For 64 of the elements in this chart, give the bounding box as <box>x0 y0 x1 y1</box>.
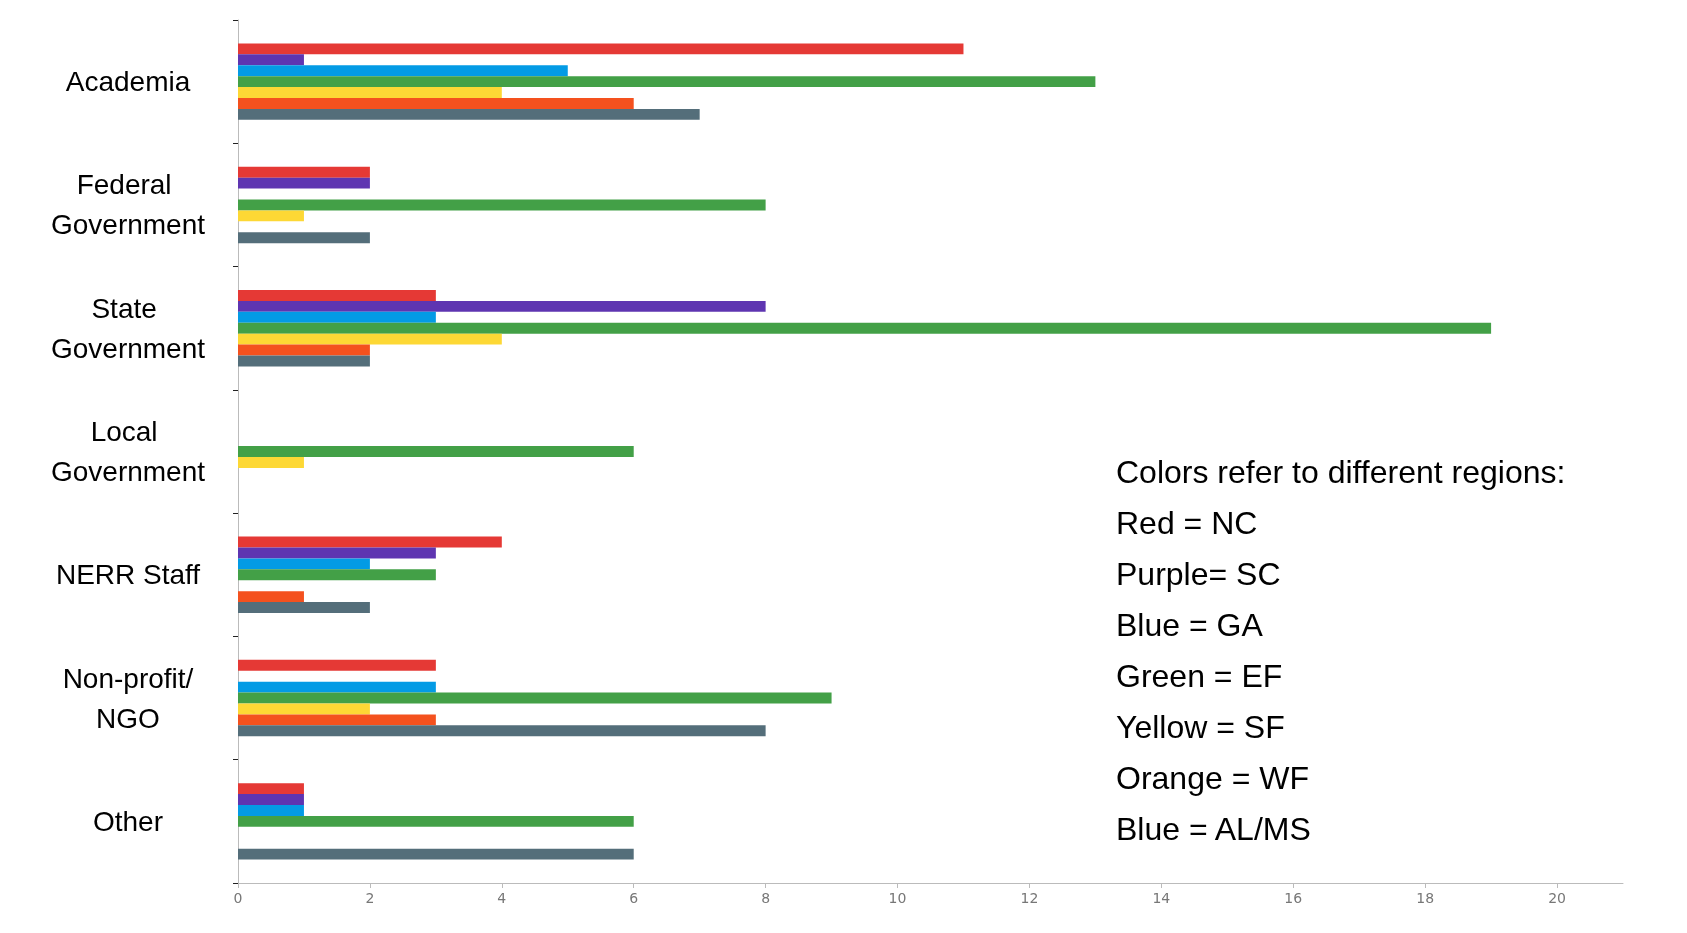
bar <box>238 558 370 570</box>
y-tick-label: Other <box>92 805 164 837</box>
bar <box>238 54 304 66</box>
y-tick-label: Local Government <box>50 416 206 487</box>
bar <box>238 199 766 211</box>
bar <box>238 98 634 109</box>
x-tick-label: 14 <box>1152 890 1171 906</box>
bar <box>238 602 370 613</box>
bar <box>238 166 370 178</box>
x-tick-label: 4 <box>497 890 507 906</box>
bar <box>238 322 1492 334</box>
annotation: Purple= SC <box>1116 556 1281 592</box>
bar <box>238 456 304 468</box>
annotation: Blue = GA <box>1116 607 1264 643</box>
y-tick-label: Federal Government <box>50 169 206 241</box>
y-tick-label: Non-profit/NGO <box>62 662 194 734</box>
bar <box>238 536 502 548</box>
annotation: Orange = WF <box>1116 760 1309 796</box>
bar <box>238 43 964 55</box>
bar <box>238 232 370 244</box>
annotation: Blue = AL/MS <box>1116 811 1311 847</box>
x-tick-label: 10 <box>888 890 907 906</box>
bar <box>238 108 700 120</box>
bar <box>238 692 832 704</box>
bar <box>238 714 436 726</box>
bar <box>238 355 370 367</box>
bar <box>238 681 436 693</box>
bar <box>238 76 1096 88</box>
bar <box>238 569 436 581</box>
bar <box>238 87 502 99</box>
x-tick-label: 8 <box>761 890 771 906</box>
y-tick-label: Academia <box>65 66 191 98</box>
bar <box>238 794 304 805</box>
x-tick-label: 0 <box>233 890 243 906</box>
bar <box>238 344 370 356</box>
annotation: Green = EF <box>1116 658 1283 694</box>
x-tick-label: 2 <box>365 890 375 906</box>
annotation: Yellow = SF <box>1116 709 1285 745</box>
bar <box>238 703 370 715</box>
bar <box>238 815 634 827</box>
y-tick-label: State Government <box>50 292 206 364</box>
bar <box>238 333 502 345</box>
x-tick-label: 18 <box>1416 890 1435 906</box>
bar <box>238 804 304 816</box>
bar <box>238 659 436 671</box>
bar <box>238 446 634 457</box>
bar <box>238 311 436 323</box>
y-tick-label: NERR Staff <box>55 559 201 591</box>
bar <box>238 177 370 189</box>
x-tick-label: 20 <box>1548 890 1566 906</box>
x-tick-label: 12 <box>1020 890 1039 906</box>
x-tick-label: 6 <box>629 890 639 906</box>
bar <box>238 210 304 222</box>
bar <box>238 848 634 860</box>
bar <box>238 290 436 301</box>
bar <box>238 300 766 312</box>
annotation: Colors refer to different regions: <box>1116 454 1566 490</box>
bar <box>238 65 568 77</box>
bar <box>238 591 304 603</box>
bar <box>238 547 436 559</box>
bar <box>238 725 766 737</box>
bar <box>238 783 304 795</box>
x-tick-label: 16 <box>1284 890 1303 906</box>
annotation: Red = NC <box>1116 505 1258 541</box>
